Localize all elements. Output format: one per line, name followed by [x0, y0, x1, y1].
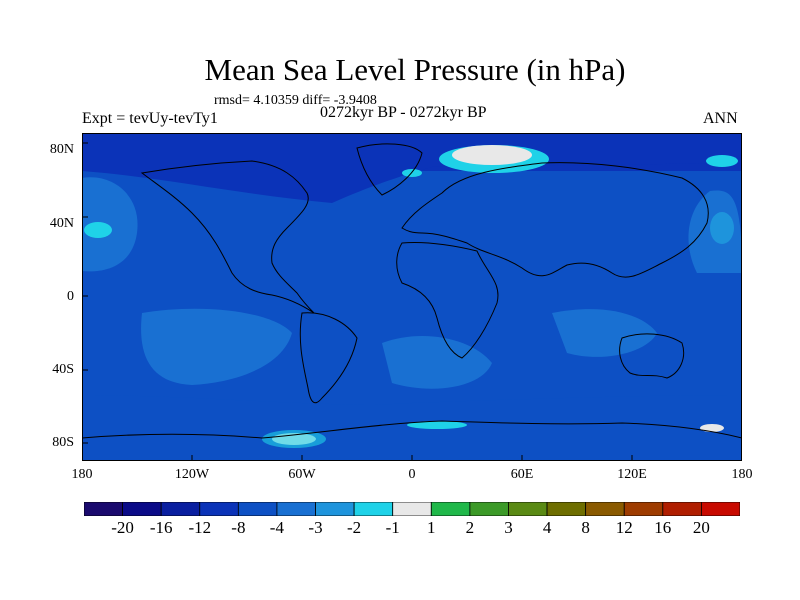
- y-tick-label: 80S: [52, 435, 74, 450]
- colorbar-label: 20: [692, 518, 710, 537]
- colorbar-swatch: [546, 502, 587, 516]
- stats-text: rmsd= 4.10359 diff= -3.9408: [214, 93, 377, 108]
- greenland-patch: [402, 169, 422, 177]
- colorbar-swatch: [469, 502, 509, 516]
- x-tick-label: 180: [731, 467, 753, 482]
- antarctic-cyan-patch: [262, 430, 326, 448]
- colorbar: [84, 502, 740, 516]
- pacific-east-patch: [710, 212, 734, 244]
- east-arctic-patch: [706, 155, 738, 167]
- colorbar-label: -20: [111, 518, 134, 537]
- colorbar-label: 4: [542, 518, 552, 537]
- africa-coast: [396, 242, 499, 359]
- colorbar-swatch: [276, 502, 316, 516]
- south-america-coast: [299, 312, 358, 404]
- antarctic-ross-patch: [700, 424, 724, 432]
- experiment-label: Expt = tevUy-tevTy1: [82, 110, 218, 127]
- season-label: ANN: [703, 110, 738, 127]
- colorbar-label: -3: [308, 518, 323, 537]
- colorbar-swatch: [585, 502, 625, 516]
- colorbar-label: 12: [615, 518, 633, 537]
- colorbar-swatch: [160, 502, 201, 516]
- pacific-cyan-patch: [84, 222, 112, 238]
- plot-title: Mean Sea Level Pressure (in hPa): [204, 52, 626, 87]
- colorbar-label: 2: [465, 518, 475, 537]
- australia-coast: [619, 333, 685, 379]
- south-pacific-high: [141, 308, 292, 385]
- indian-ocean-high: [552, 309, 657, 357]
- colorbar-swatch: [84, 502, 123, 516]
- colorbar-swatch: [508, 502, 548, 516]
- colorbar-label: 3: [504, 518, 513, 537]
- arctic-low-region: [82, 133, 742, 203]
- y-tick-label: 40N: [49, 216, 74, 231]
- antarctica-coast: [82, 420, 742, 439]
- x-tick-label: 60W: [288, 467, 316, 482]
- map-panel: [82, 133, 742, 461]
- y-tick-label: 40S: [52, 362, 74, 377]
- plot-subtitle: 0272kyr BP - 0272kyr BP: [320, 104, 487, 121]
- colorbar-swatch: [199, 502, 239, 516]
- map-tick-marks: [82, 142, 633, 461]
- antarctic-east-patch: [407, 421, 467, 429]
- colorbar-label: 16: [654, 518, 672, 537]
- colorbar-label: -4: [269, 518, 284, 537]
- y-tick-label: 0: [67, 289, 74, 304]
- north-pacific-high: [82, 177, 138, 272]
- north-america-coast: [140, 160, 315, 314]
- x-tick-label: 120W: [174, 467, 210, 482]
- colorbar-swatch: [623, 502, 664, 516]
- eurasia-coast: [401, 162, 709, 278]
- colorbar-swatch: [353, 502, 394, 516]
- x-tick-label: 180: [71, 467, 93, 482]
- colorbar-label: -12: [188, 518, 212, 537]
- colorbar-swatch: [701, 502, 740, 516]
- south-atlantic-high: [382, 335, 492, 389]
- siberia-white-patch: [452, 145, 532, 165]
- colorbar-swatch: [430, 502, 471, 516]
- colorbar-label: -8: [231, 518, 246, 537]
- colorbar-label: -16: [149, 518, 173, 537]
- colorbar-swatch: [315, 502, 355, 516]
- colorbar-swatch: [392, 502, 432, 516]
- x-tick-label: 60E: [510, 467, 534, 482]
- colorbar-swatch: [662, 502, 702, 516]
- coastlines: [82, 143, 742, 439]
- x-tick-label: 0: [408, 467, 416, 482]
- colorbar-label: -2: [347, 518, 362, 537]
- colorbar-label: 1: [427, 518, 436, 537]
- colorbar-swatch: [237, 502, 278, 516]
- colorbar-label: -1: [385, 518, 400, 537]
- colorbar-swatch: [122, 502, 162, 516]
- x-tick-label: 120E: [617, 467, 647, 482]
- southern-ocean-band: [82, 395, 742, 461]
- greenland-coast: [356, 143, 423, 196]
- y-tick-label: 80N: [49, 142, 74, 157]
- colorbar-label: 8: [581, 518, 590, 537]
